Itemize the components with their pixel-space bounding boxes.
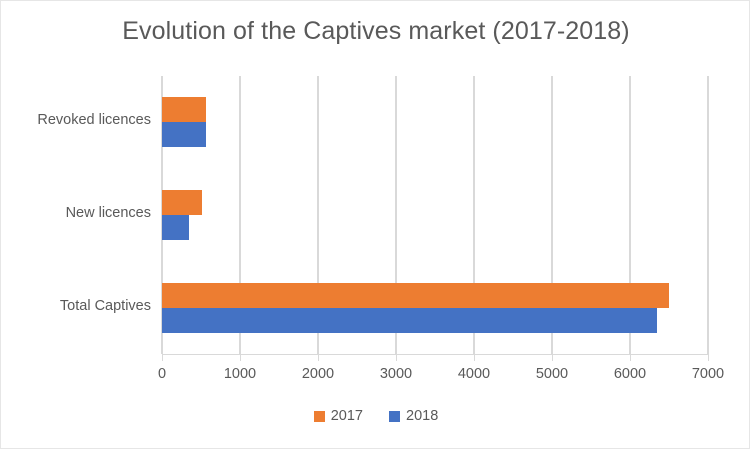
legend-swatch-icon bbox=[313, 410, 325, 422]
gridline bbox=[239, 76, 241, 354]
gridline bbox=[317, 76, 319, 354]
x-tickmark bbox=[396, 354, 397, 361]
gridline bbox=[629, 76, 631, 354]
category-label: Total Captives bbox=[59, 297, 151, 314]
x-tickmark bbox=[162, 354, 163, 361]
x-tickmark bbox=[552, 354, 553, 361]
gridline bbox=[707, 76, 709, 354]
bar-2018-total-captives bbox=[162, 307, 658, 333]
bar-2018-new-licences bbox=[162, 215, 189, 240]
x-tickmark bbox=[630, 354, 631, 361]
x-tick-label: 6000 bbox=[613, 366, 647, 382]
category-label: New licences bbox=[65, 205, 151, 221]
x-tick-label: 3000 bbox=[379, 366, 413, 382]
x-tickmark bbox=[708, 354, 709, 361]
legend-label: 2018 bbox=[406, 408, 439, 424]
gridline bbox=[473, 76, 475, 354]
x-tickmark bbox=[318, 354, 319, 361]
bar-2017-new-licences bbox=[162, 190, 202, 215]
x-tickmark bbox=[474, 354, 475, 361]
x-axis-line bbox=[162, 354, 708, 355]
gridline bbox=[551, 76, 553, 354]
gridline bbox=[395, 76, 397, 354]
chart-legend: 2017 2018 bbox=[1, 408, 749, 424]
chart-title: Evolution of the Captives market (2017-2… bbox=[122, 17, 630, 45]
legend-swatch-icon bbox=[389, 410, 400, 422]
category-label: Revoked licences bbox=[37, 112, 151, 129]
x-tickmark bbox=[240, 354, 241, 361]
legend-label: 2017 bbox=[330, 408, 363, 424]
bar-2018-revoked-licences bbox=[162, 122, 207, 148]
legend-item-2017[interactable]: 2017 bbox=[313, 408, 363, 424]
legend-item-2018[interactable]: 2018 bbox=[389, 409, 438, 424]
x-tick-label: 5000 bbox=[535, 366, 569, 382]
bar-2017-total-captives bbox=[162, 282, 669, 308]
x-tick-label: 2000 bbox=[301, 366, 335, 382]
x-tick-label: 7000 bbox=[691, 366, 725, 382]
x-tick-label: 4000 bbox=[457, 366, 491, 382]
x-tick-label: 1000 bbox=[223, 366, 257, 382]
x-tick-label: 0 bbox=[157, 366, 167, 382]
bar-2017-revoked-licences bbox=[162, 97, 207, 123]
